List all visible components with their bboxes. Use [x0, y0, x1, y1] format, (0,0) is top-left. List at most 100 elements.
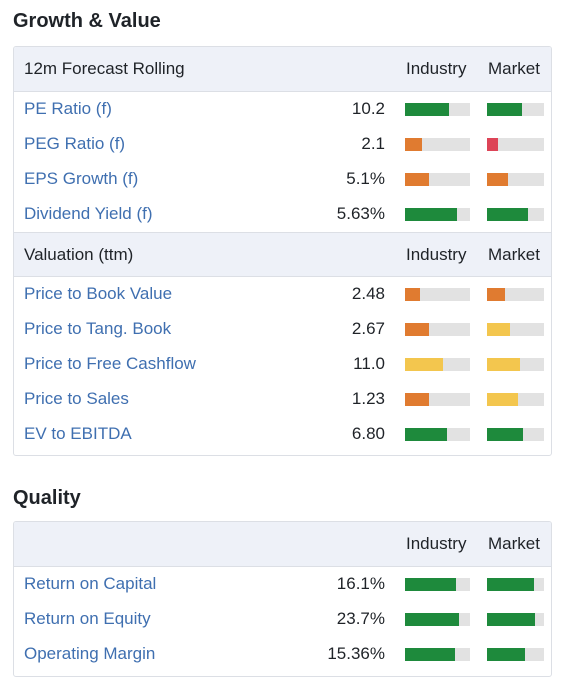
forecast-header: 12m Forecast Rolling Industry Market: [14, 47, 551, 92]
market-rank-bar: [487, 288, 544, 301]
market-rank-bar: [487, 323, 544, 336]
industry-rank-fill: [405, 358, 443, 371]
industry-rank-bar: [405, 173, 470, 186]
metric-row: Price to Free Cashflow 11.0: [14, 347, 551, 382]
market-rank-fill: [487, 578, 534, 591]
metric-label-link[interactable]: Return on Equity: [24, 609, 151, 628]
quality-rows: Return on Capital 16.1% Return on Equity 23…: [14, 567, 551, 672]
market-rank-fill: [487, 208, 529, 221]
quality-title: Quality: [13, 487, 81, 509]
metric-row: EV to EBITDA 6.80: [14, 417, 551, 452]
industry-rank-bar: [405, 358, 470, 371]
metric-row: Price to Book Value 2.48: [14, 277, 551, 312]
growth-value-title: Growth & Value: [13, 10, 161, 32]
industry-rank-bar: [405, 428, 470, 441]
metric-label-link[interactable]: EV to EBITDA: [24, 424, 132, 443]
market-rank-fill: [487, 323, 510, 336]
industry-rank-fill: [405, 288, 420, 301]
forecast-col-market: Market: [488, 59, 540, 78]
metric-value: 2.1: [361, 134, 385, 153]
market-rank-fill: [487, 173, 509, 186]
metric-label-link[interactable]: EPS Growth (f): [24, 169, 139, 188]
industry-rank-fill: [405, 613, 459, 626]
industry-rank-bar: [405, 578, 470, 591]
industry-rank-fill: [405, 138, 422, 151]
metric-label-link[interactable]: Return on Capital: [24, 574, 157, 593]
metric-label-link[interactable]: Price to Free Cashflow: [24, 354, 196, 373]
metric-label-link[interactable]: Dividend Yield (f): [24, 204, 153, 223]
market-rank-fill: [487, 428, 523, 441]
industry-rank-bar: [405, 208, 470, 221]
market-rank-fill: [487, 103, 522, 116]
metric-value: 2.48: [351, 284, 385, 303]
industry-rank-bar: [405, 613, 470, 626]
metric-row: PEG Ratio (f) 2.1: [14, 127, 551, 162]
metric-value: 6.80: [351, 424, 385, 443]
industry-rank-fill: [405, 393, 430, 406]
metric-row: Price to Tang. Book 2.67: [14, 312, 551, 347]
industry-rank-fill: [405, 208, 457, 221]
industry-rank-fill: [405, 323, 430, 336]
metric-row: Price to Sales 1.23: [14, 382, 551, 417]
market-rank-bar: [487, 358, 544, 371]
metric-label-link[interactable]: Price to Book Value: [24, 284, 173, 303]
metric-label-link[interactable]: Price to Sales: [24, 389, 129, 408]
market-rank-bar: [487, 428, 544, 441]
valuation-rows: Price to Book Value 2.48 Price to Tang. Bo…: [14, 277, 551, 452]
market-rank-fill: [487, 648, 526, 661]
metric-value: 16.1%: [336, 574, 385, 593]
market-rank-fill: [487, 613, 535, 626]
metric-value: 23.7%: [336, 609, 385, 628]
market-rank-fill: [487, 138, 498, 151]
market-rank-bar: [487, 393, 544, 406]
quality-col-industry: Industry: [406, 534, 467, 553]
metric-value: 11.0: [353, 354, 385, 373]
valuation-header-title: Valuation (ttm): [24, 245, 134, 264]
metric-row: EPS Growth (f) 5.1%: [14, 162, 551, 197]
industry-rank-fill: [405, 648, 456, 661]
forecast-rows: PE Ratio (f) 10.2 PEG Ratio (f) 2.1 EPS Grow…: [14, 92, 551, 232]
metric-value: 10.2: [351, 99, 385, 118]
market-rank-fill: [487, 288, 506, 301]
metric-value: 5.1%: [346, 169, 385, 188]
industry-rank-bar: [405, 648, 470, 661]
market-rank-fill: [487, 393, 518, 406]
industry-rank-fill: [405, 428, 448, 441]
metric-label-link[interactable]: PEG Ratio (f): [24, 134, 126, 153]
industry-rank-bar: [405, 138, 470, 151]
metric-label-link[interactable]: Price to Tang. Book: [24, 319, 172, 338]
market-rank-bar: [487, 578, 544, 591]
industry-rank-fill: [405, 103, 450, 116]
metric-row: PE Ratio (f) 10.2: [14, 92, 551, 127]
market-rank-bar: [487, 208, 544, 221]
metric-value: 2.67: [351, 319, 385, 338]
forecast-col-industry: Industry: [406, 59, 467, 78]
valuation-header: Valuation (ttm) Industry Market: [14, 232, 551, 277]
metric-row: Operating Margin 15.36%: [14, 637, 551, 672]
market-rank-fill: [487, 358, 521, 371]
valuation-col-market: Market: [488, 245, 540, 264]
metric-value: 1.23: [351, 389, 385, 408]
quality-col-market: Market: [488, 534, 540, 553]
quality-panel: Industry Market Return on Capital 16.1% Re…: [13, 521, 552, 677]
industry-rank-fill: [405, 578, 456, 591]
market-rank-bar: [487, 613, 544, 626]
metric-label-link[interactable]: PE Ratio (f): [24, 99, 112, 118]
industry-rank-bar: [405, 103, 470, 116]
market-rank-bar: [487, 138, 544, 151]
industry-rank-bar: [405, 323, 470, 336]
metric-row: Return on Capital 16.1%: [14, 567, 551, 602]
metric-label-link[interactable]: Operating Margin: [24, 644, 156, 663]
metric-row: Dividend Yield (f) 5.63%: [14, 197, 551, 232]
market-rank-bar: [487, 173, 544, 186]
market-rank-bar: [487, 103, 544, 116]
valuation-col-industry: Industry: [406, 245, 467, 264]
market-rank-bar: [487, 648, 544, 661]
growth-value-panel: 12m Forecast Rolling Industry Market PE …: [13, 46, 552, 456]
industry-rank-fill: [405, 173, 430, 186]
metric-value: 15.36%: [327, 644, 385, 663]
forecast-header-title: 12m Forecast Rolling: [24, 59, 185, 78]
industry-rank-bar: [405, 393, 470, 406]
quality-header: Industry Market: [14, 522, 551, 567]
industry-rank-bar: [405, 288, 470, 301]
